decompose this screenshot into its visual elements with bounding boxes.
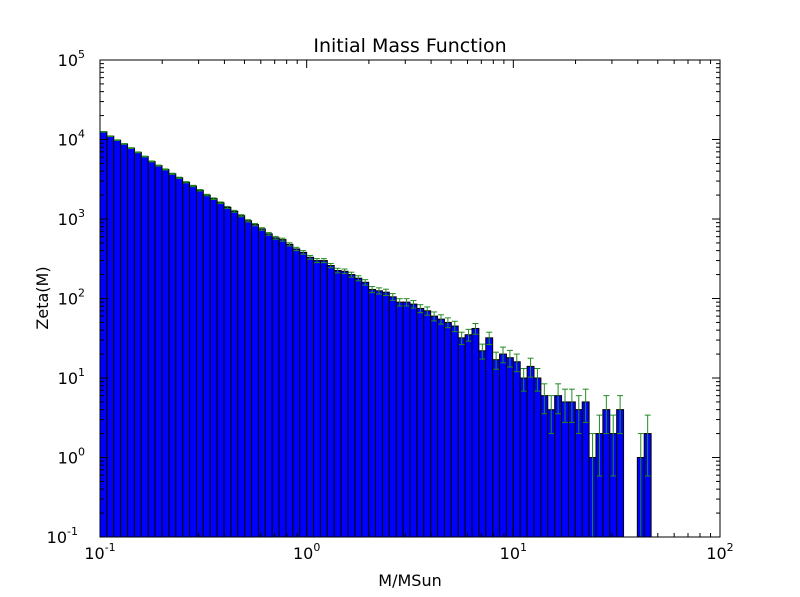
x-tick-label: 100	[293, 541, 320, 563]
bar	[106, 135, 115, 538]
bar	[505, 357, 514, 538]
bar	[437, 318, 445, 538]
bar	[223, 206, 232, 538]
bar	[257, 228, 266, 538]
bar	[271, 237, 280, 538]
bar	[388, 296, 397, 538]
x-tick-label: 102	[706, 541, 733, 563]
bar	[154, 165, 163, 538]
bar	[485, 337, 494, 538]
bar	[409, 303, 418, 538]
bar	[202, 194, 211, 538]
y-tick-label: 105	[58, 48, 85, 70]
bar	[326, 265, 335, 538]
bar	[423, 310, 432, 538]
bars-group	[99, 131, 652, 538]
bar	[471, 327, 480, 538]
y-axis-label: Zeta(M)	[33, 266, 52, 329]
bar	[251, 224, 259, 538]
x-axis: 10-1 100 101 102	[84, 60, 734, 563]
bar	[416, 307, 425, 538]
bar	[127, 147, 135, 538]
bar	[492, 359, 501, 538]
bar	[313, 260, 321, 538]
x-tick-label: 10-1	[84, 541, 115, 563]
bar	[99, 131, 108, 538]
y-tick-label: 101	[58, 366, 85, 388]
bar	[526, 365, 535, 538]
bar	[375, 290, 383, 538]
bar	[319, 260, 328, 538]
bar	[519, 377, 528, 538]
bar	[278, 239, 287, 538]
y-tick-label: 103	[58, 207, 85, 229]
bar	[209, 198, 218, 538]
errorbars-group	[100, 130, 651, 537]
y-tick-label: 104	[58, 128, 85, 150]
bar	[430, 315, 439, 538]
bar	[347, 274, 356, 538]
bar	[354, 277, 363, 538]
bar	[285, 243, 294, 538]
bar	[175, 177, 184, 538]
bar	[540, 395, 549, 538]
bar	[368, 288, 377, 538]
bar	[340, 270, 349, 538]
y-axis: 10-1 100 101 102 103 104 105	[47, 48, 720, 547]
bar	[512, 361, 521, 538]
bar	[230, 210, 239, 538]
bar	[443, 321, 452, 538]
bar	[140, 156, 149, 538]
bar	[113, 139, 122, 538]
bar	[216, 202, 225, 538]
bar	[161, 168, 170, 538]
bar	[333, 270, 342, 538]
bar	[147, 160, 156, 538]
x-axis-label: M/MSun	[378, 571, 441, 590]
bar	[499, 353, 507, 538]
bar	[533, 377, 542, 538]
bar	[361, 281, 370, 538]
bar	[264, 233, 273, 538]
bar	[402, 301, 411, 538]
y-tick-label: 100	[58, 446, 85, 468]
bar	[299, 251, 308, 538]
bar	[554, 395, 563, 538]
bar	[195, 189, 204, 538]
bar	[244, 220, 253, 538]
bar	[478, 350, 487, 538]
bar	[395, 301, 404, 538]
y-tick-label: 10-1	[47, 525, 78, 547]
bar	[292, 248, 301, 538]
bar	[450, 325, 459, 538]
bar	[189, 185, 197, 538]
bar	[457, 337, 466, 538]
bar	[237, 215, 246, 538]
bar	[120, 143, 129, 538]
bar	[168, 173, 177, 538]
bar	[306, 256, 315, 538]
chart-title: Initial Mass Function	[313, 35, 506, 57]
bar	[464, 334, 473, 538]
bar	[381, 291, 390, 538]
y-tick-label: 102	[58, 287, 85, 309]
x-tick-label: 101	[500, 541, 527, 563]
bar	[133, 151, 142, 538]
bar	[182, 181, 191, 538]
